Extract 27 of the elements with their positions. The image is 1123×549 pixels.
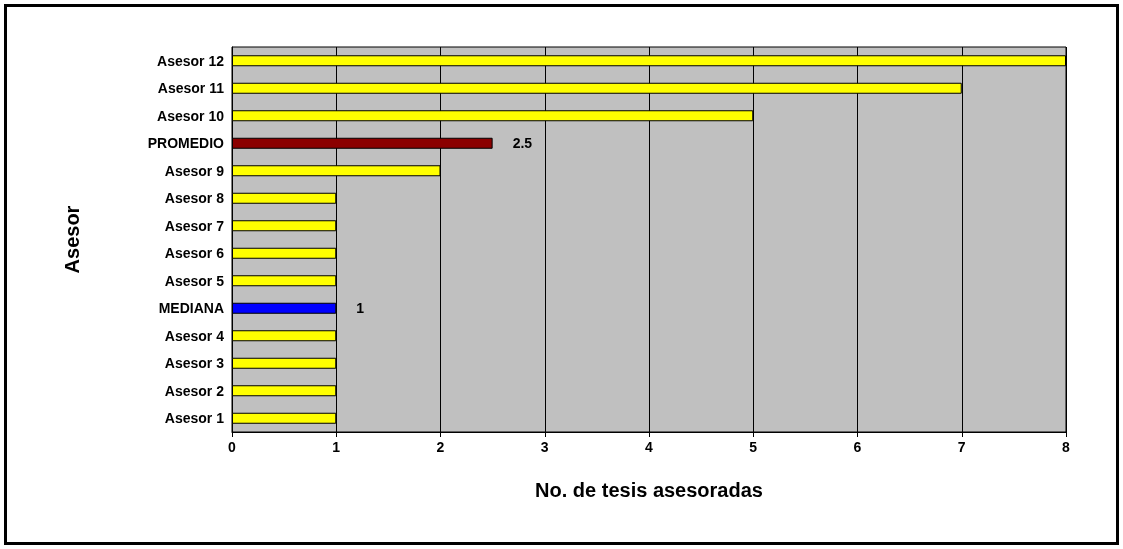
x-tick-label: 8 — [1062, 439, 1071, 455]
x-axis-title: No. de tesis asesoradas — [535, 479, 763, 501]
x-tick-label: 0 — [228, 439, 237, 455]
x-tick-label: 2 — [436, 439, 445, 455]
x-tick-label: 1 — [332, 439, 341, 455]
y-tick-label: Asesor 6 — [164, 245, 225, 262]
y-tick-label: Asesor 3 — [164, 355, 225, 372]
y-tick-label: MEDIANA — [158, 300, 224, 317]
data-label: 2.5 — [512, 135, 533, 152]
x-tick-label: 7 — [957, 439, 966, 455]
y-tick-label: Asesor 12 — [157, 52, 225, 69]
y-tick-label: Asesor 8 — [164, 190, 225, 207]
y-tick-label: Asesor 9 — [164, 162, 225, 179]
x-tick-label: 5 — [749, 439, 758, 455]
data-label: 1 — [356, 300, 365, 317]
y-tick-label: Asesor 10 — [157, 107, 225, 124]
y-tick-label: PROMEDIO — [147, 135, 225, 152]
x-tick-label: 6 — [853, 439, 862, 455]
x-tick-label: 4 — [645, 439, 654, 455]
y-tick-label: Asesor 2 — [164, 382, 225, 399]
y-tick-label: Asesor 11 — [157, 80, 225, 97]
y-tick-label: Asesor 1 — [164, 410, 225, 427]
y-tick-label: Asesor 5 — [164, 272, 225, 289]
y-tick-label: Asesor 7 — [164, 217, 225, 234]
x-tick-label: 3 — [540, 439, 549, 455]
y-tick-label: Asesor 4 — [164, 327, 225, 344]
y-axis-title: Asesor — [61, 205, 83, 274]
